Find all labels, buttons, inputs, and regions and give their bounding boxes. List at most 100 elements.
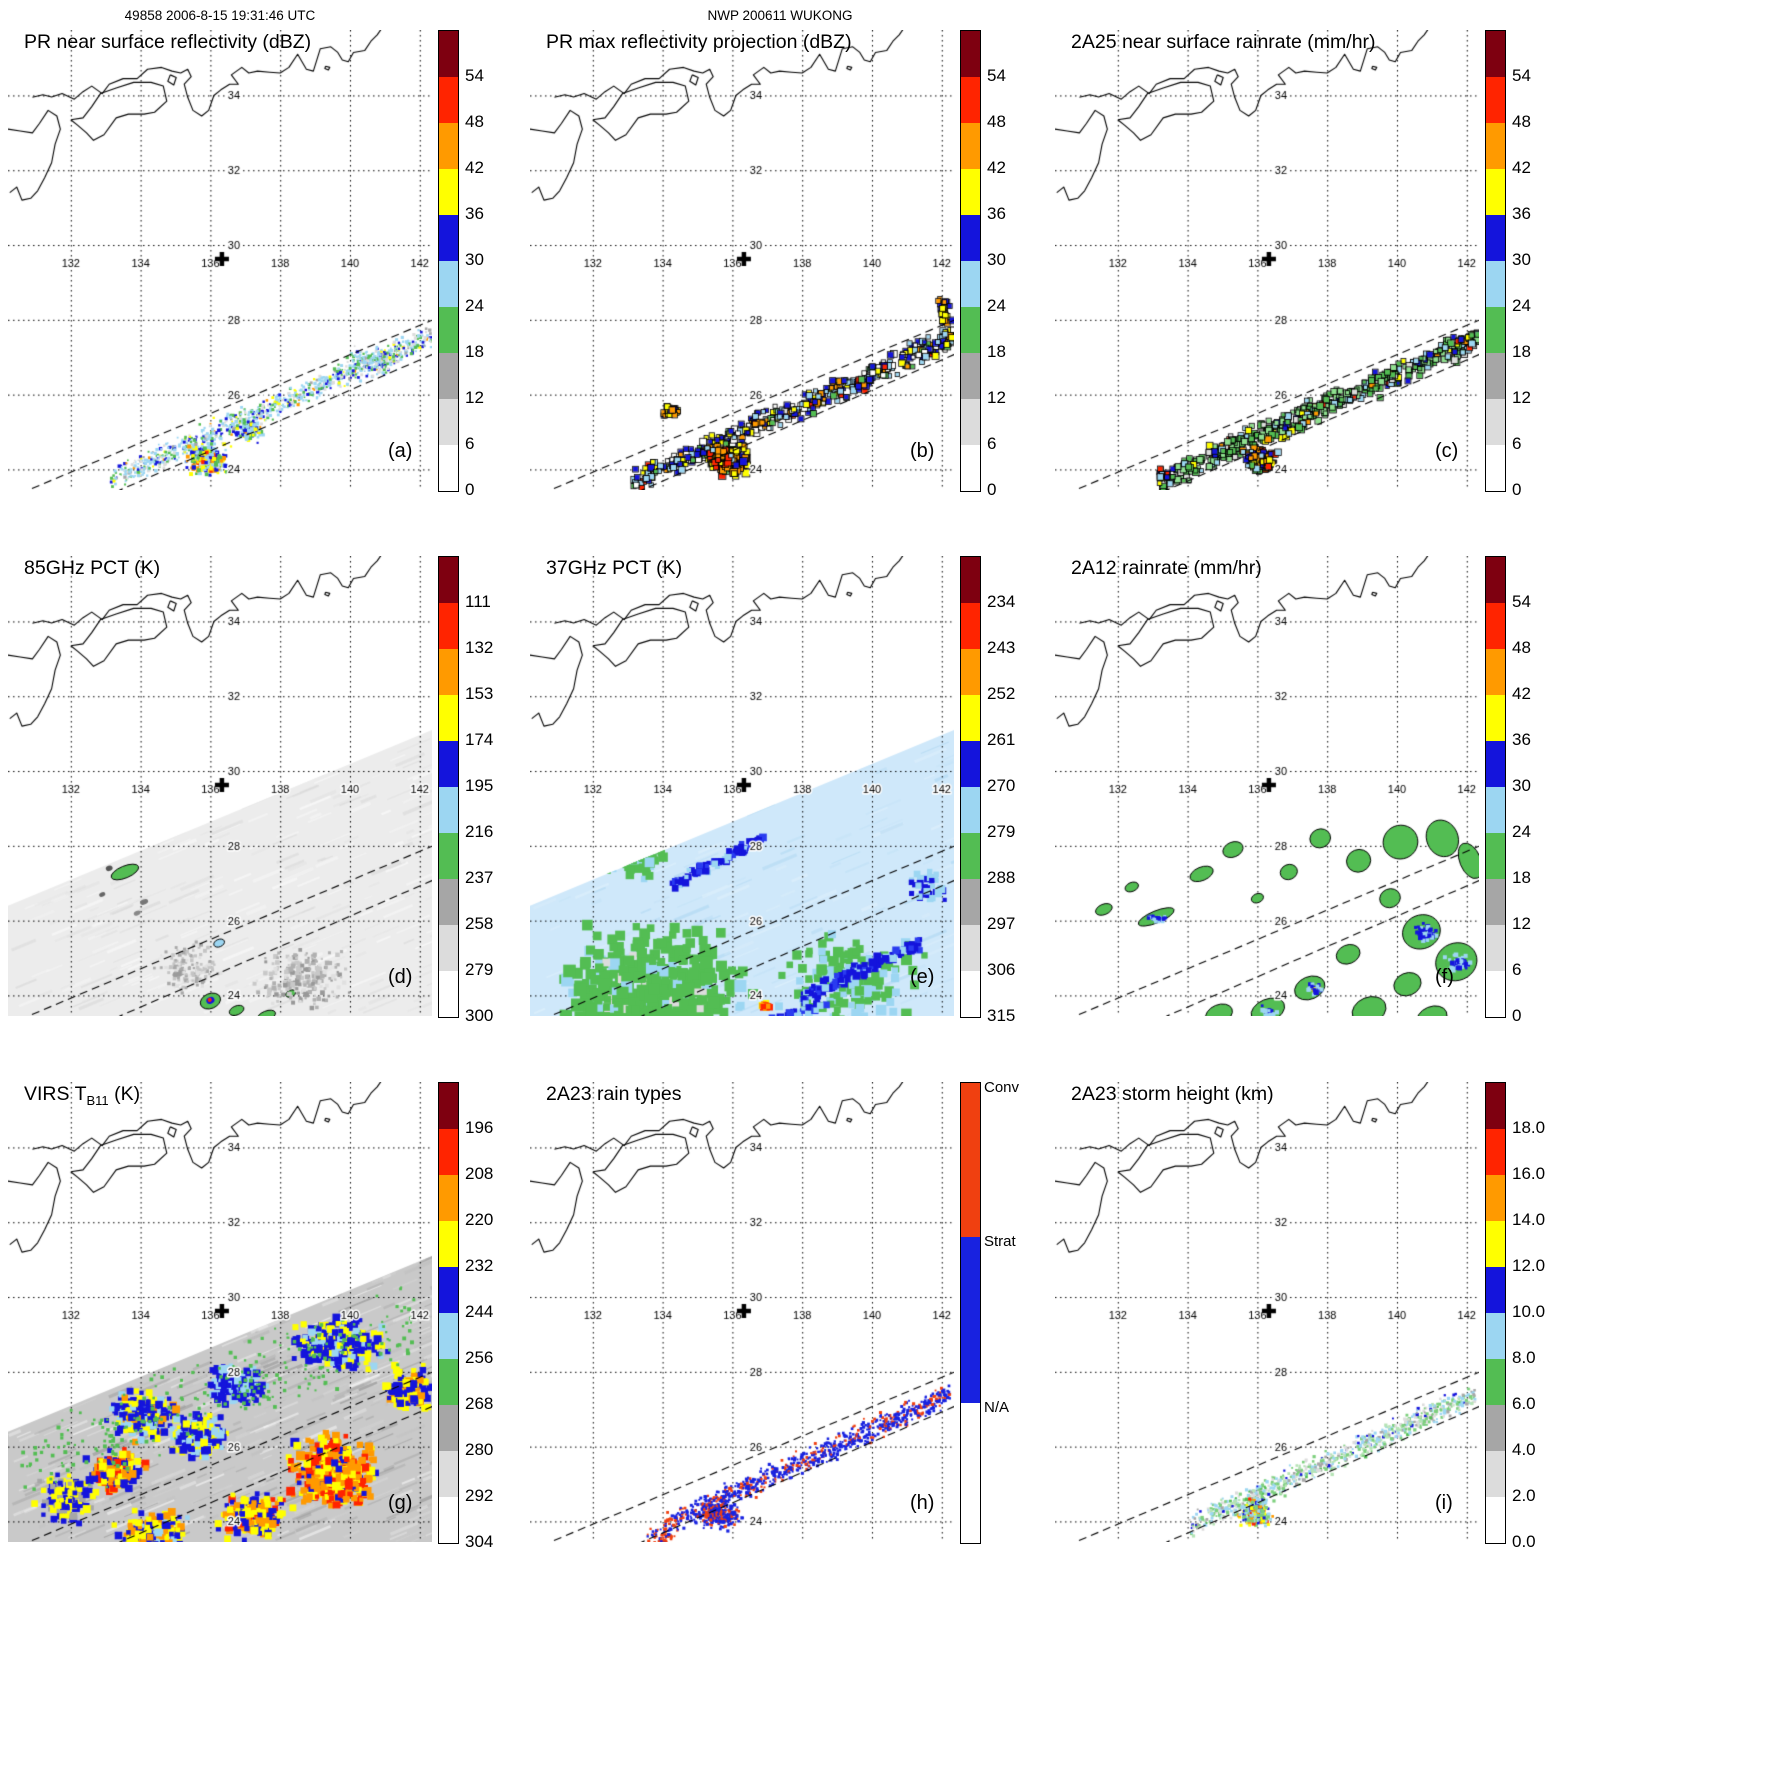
colorbar-segment [1486,1359,1505,1405]
colorbar-segment [439,353,458,399]
colorbar-segment [1486,603,1505,649]
panel-h-map [530,1082,954,1542]
colorbar-tick-label: 48 [1512,638,1531,657]
colorbar-segment [1486,925,1505,971]
colorbar-tick-label: 48 [1512,112,1531,131]
panel-d-map [8,556,432,1016]
colorbar-segment [961,353,980,399]
colorbar-segment [961,925,980,971]
panel-e-map [530,556,954,1016]
colorbar-segment [1486,353,1505,399]
panel-d: 85GHz PCT (K) (d) 300 279 258 237 216 195 174 1… [8,556,553,1056]
colorbar-tick-label: 0 [465,480,475,499]
colorbar-segment [961,123,980,169]
colorbar-segment [961,445,980,491]
colorbar-tick-label: 6 [1512,960,1522,979]
colorbar-segment [439,787,458,833]
colorbar-segment [439,77,458,123]
panel-i-title: 2A23 storm height (km) [1071,1083,1274,1105]
colorbar-segment [961,557,980,603]
colorbar-segment [439,445,458,491]
panel-g-map [8,1082,432,1542]
colorbar-tick-label: 24 [1512,296,1531,315]
colorbar-tick-label: 297 [987,914,1016,933]
colorbar-segment [1486,307,1505,353]
panel-e-corner-label: (e) [910,966,935,988]
colorbar-segment [439,123,458,169]
colorbar-segment [439,1175,458,1221]
colorbar-segment [439,399,458,445]
colorbar-segment [1486,399,1505,445]
colorbar-tick-label: 0 [1512,480,1522,499]
colorbar-segment [961,1237,980,1403]
colorbar-segment [1486,1221,1505,1267]
colorbar-segment [439,695,458,741]
colorbar-segment [1486,1129,1505,1175]
colorbar-tick-label: Conv [984,1079,1020,1096]
colorbar-tick-label: 4.0 [1512,1440,1536,1459]
colorbar-segment [1486,445,1505,491]
colorbar-tick-label: 315 [987,1006,1016,1025]
panel-b-map [530,30,954,490]
panel-e: 37GHz PCT (K) (e) 315 306 297 288 279 270 261 2… [530,556,1075,1056]
colorbar-tick-label: 12 [987,388,1006,407]
colorbar-tick-label: 30 [1512,250,1531,269]
panel-d-title: 85GHz PCT (K) [24,557,161,579]
colorbar-segment [961,261,980,307]
colorbar-segment [1486,649,1505,695]
colorbar-tick-label: 6 [987,434,997,453]
colorbar-segment [439,925,458,971]
colorbar-tick-label: 18 [465,342,484,361]
colorbar-tick-label: 280 [465,1440,494,1459]
colorbar-segment [1486,787,1505,833]
colorbar-tick-label: 6 [465,434,475,453]
colorbar-segment [1486,741,1505,787]
panel-h-title: 2A23 rain types [546,1083,682,1105]
colorbar-tick-label: 12 [1512,388,1531,407]
colorbar-tick-label: 16.0 [1512,1164,1546,1183]
colorbar-tick-label: 0 [1512,1006,1522,1025]
colorbar-tick-label: 292 [465,1486,494,1505]
colorbar-tick-label: 54 [465,66,484,85]
colorbar-segment [961,399,980,445]
colorbar-tick-label: 30 [1512,776,1531,795]
colorbar-tick-label: 48 [987,112,1006,131]
colorbar-tick-label: 244 [465,1302,494,1321]
colorbar-segment [439,879,458,925]
colorbar-tick-label: 24 [987,296,1006,315]
colorbar-tick-label: 306 [987,960,1016,979]
colorbar-segment [1486,77,1505,123]
colorbar-segment [439,603,458,649]
colorbar-tick-label: 36 [465,204,484,223]
colorbar-tick-label: 268 [465,1394,494,1413]
colorbar-segment [1486,833,1505,879]
panel-i: 2A23 storm height (km) (i) 0.0 2.0 4.0 6.0 8… [1055,1082,1600,1582]
colorbar-tick-label: 174 [465,730,494,749]
colorbar-segment [961,879,980,925]
panel-g-corner-label: (g) [388,1492,413,1514]
panel-d-corner-label: (d) [388,966,413,988]
colorbar-segment [439,1313,458,1359]
colorbar-segment [1486,169,1505,215]
panel-f: 2A12 rainrate (mm/hr) (f) 0 6 12 18 24 30 36 42… [1055,556,1600,1056]
colorbar-tick-label: 54 [987,66,1006,85]
panel-h-colorbar: Conv Strat N/A [960,1079,1072,1552]
colorbar-tick-label: 12 [465,388,484,407]
colorbar-tick-label: 10.0 [1512,1302,1546,1321]
colorbar-segment [439,1359,458,1405]
colorbar-segment [1486,261,1505,307]
panel-c-map [1055,30,1479,490]
colorbar-segment [1486,31,1505,77]
panel-b-corner-label: (b) [910,440,935,462]
colorbar [438,1082,459,1544]
colorbar-segment [961,603,980,649]
colorbar-tick-label: 288 [987,868,1016,887]
colorbar-tick-label: 256 [465,1348,494,1367]
colorbar-segment [961,77,980,123]
panel-b-title: PR max reflectivity projection (dBZ) [546,31,852,53]
panel-f-map [1055,556,1479,1016]
colorbar-segment [961,31,980,77]
colorbar-tick-label: 111 [465,592,491,611]
panel-a-corner-label: (a) [388,440,413,462]
colorbar-segment [961,787,980,833]
